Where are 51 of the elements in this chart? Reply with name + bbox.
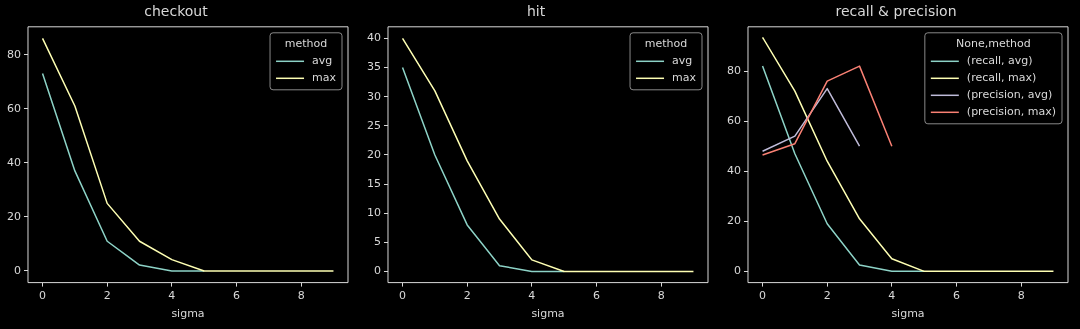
x-tick-label: 0 xyxy=(39,289,47,303)
legend-title: method xyxy=(284,37,328,51)
x-axis-title: sigma xyxy=(171,307,205,321)
chart-title: checkout xyxy=(144,3,209,20)
y-tick-label: 60 xyxy=(727,114,741,128)
legend-title: None,method xyxy=(956,37,1031,51)
x-tick-label: 2 xyxy=(103,289,111,303)
y-tick-label: 80 xyxy=(7,47,21,61)
x-tick-label: 4 xyxy=(168,289,176,303)
y-tick-label: 60 xyxy=(7,101,21,115)
y-tick-label: 0 xyxy=(14,263,21,277)
legend-label: max xyxy=(312,71,337,85)
x-tick-label: 6 xyxy=(232,289,240,303)
y-tick-label: 40 xyxy=(367,31,381,45)
x-tick-label: 8 xyxy=(657,289,665,303)
legend-label: (precision, avg) xyxy=(966,88,1053,102)
legend-label: avg xyxy=(672,54,693,68)
y-tick-label: 20 xyxy=(7,209,21,223)
legend-label: (recall, max) xyxy=(966,71,1037,85)
x-tick-label: 4 xyxy=(888,289,896,303)
y-tick-label: 20 xyxy=(727,214,741,228)
y-tick-label: 35 xyxy=(367,60,381,74)
chart-title: hit xyxy=(526,3,546,20)
x-tick-label: 2 xyxy=(823,289,831,303)
y-tick-label: 0 xyxy=(374,264,381,278)
x-tick-label: 6 xyxy=(952,289,960,303)
y-tick-label: 40 xyxy=(7,155,21,169)
x-tick-label: 4 xyxy=(528,289,536,303)
y-tick-label: 25 xyxy=(367,118,381,132)
legend-label: max xyxy=(672,71,697,85)
y-tick-label: 15 xyxy=(367,176,381,190)
x-tick-label: 0 xyxy=(759,289,767,303)
y-tick-label: 30 xyxy=(367,89,381,103)
legend-label: (recall, avg) xyxy=(966,54,1033,68)
y-tick-label: 5 xyxy=(374,235,381,249)
x-tick-label: 0 xyxy=(399,289,407,303)
x-tick-label: 8 xyxy=(297,289,305,303)
y-tick-label: 10 xyxy=(367,206,381,220)
y-tick-label: 40 xyxy=(727,164,741,178)
y-tick-label: 0 xyxy=(734,264,741,278)
x-axis-title: sigma xyxy=(531,307,565,321)
x-tick-label: 6 xyxy=(592,289,600,303)
legend-title: method xyxy=(644,37,688,51)
x-axis-title: sigma xyxy=(891,307,925,321)
x-tick-label: 8 xyxy=(1017,289,1025,303)
y-tick-label: 20 xyxy=(367,147,381,161)
y-tick-label: 80 xyxy=(727,63,741,77)
x-tick-label: 2 xyxy=(463,289,471,303)
legend-label: avg xyxy=(312,54,333,68)
chart-title: recall & precision xyxy=(835,3,957,20)
legend-label: (precision, max) xyxy=(966,105,1057,119)
